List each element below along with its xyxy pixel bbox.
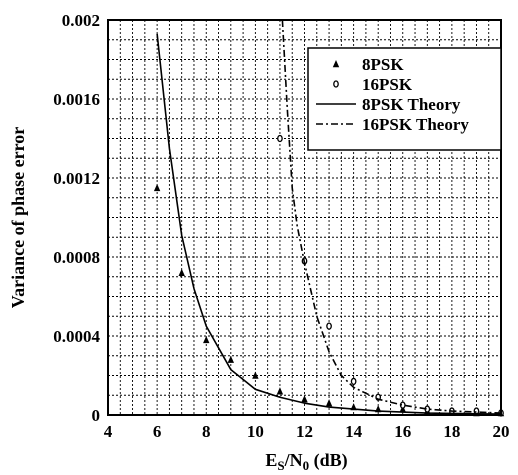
16psk-point <box>277 134 283 143</box>
8psk-theory-curve <box>156 33 502 415</box>
x-tick-label: 12 <box>296 422 313 441</box>
8psk-point <box>276 387 284 395</box>
8psk-point <box>178 268 185 276</box>
8psk-point <box>153 183 161 192</box>
x-tick-label: 20 <box>493 422 510 441</box>
16psk-point <box>350 377 357 386</box>
legend-swatch <box>333 80 339 88</box>
x-tick-label: 16 <box>394 422 411 441</box>
x-axis-label-main: E <box>265 450 277 470</box>
legend-box <box>307 47 502 151</box>
x-axis-label: ES/N0 (dB) <box>265 450 347 473</box>
8psk-point <box>325 399 333 407</box>
legend-item-8psk: 8PSK <box>332 55 404 74</box>
x-axis-label-sub2: 0 <box>303 458 310 473</box>
16psk-point <box>326 322 332 330</box>
legend-item-16psk-theory: 16PSK Theory <box>316 115 469 134</box>
series-layer <box>153 19 505 417</box>
16psk-theory-curve <box>281 19 502 414</box>
legend-item-8psk-theory: 8PSK Theory <box>316 95 461 114</box>
8psk-theory-series <box>156 33 502 415</box>
legend-item-16psk: 16PSK <box>333 75 413 94</box>
y-tick-label: 0.0016 <box>53 90 100 109</box>
legend-label: 8PSK <box>362 55 404 74</box>
plot-frame <box>107 19 502 416</box>
legend-label: 8PSK Theory <box>362 95 461 114</box>
y-tick-label: 0.0008 <box>53 248 100 267</box>
y-tick-label: 0.002 <box>62 11 100 30</box>
legend-label: 16PSK Theory <box>362 115 469 134</box>
legend-swatch <box>332 60 340 68</box>
x-tick-label: 8 <box>202 422 211 441</box>
8psk-point <box>252 371 259 379</box>
legend-label: 16PSK <box>362 75 413 94</box>
grid <box>108 20 501 415</box>
tick-labels: 4 6 8 10 12 14 16 18 20 0 0.0004 0.0008 0.0012 0.0016… <box>53 11 509 441</box>
y-tick-label: 0 <box>92 406 101 425</box>
x-axis-label-mid: /N <box>284 450 303 470</box>
y-tick-label: 0.0004 <box>53 327 100 346</box>
8psk-point <box>203 335 210 344</box>
x-tick-label: 4 <box>104 422 113 441</box>
x-axis-label-tail: (dB) <box>309 450 348 471</box>
8psk-point <box>227 355 235 363</box>
x-tick-label: 6 <box>153 422 162 441</box>
x-tick-label: 14 <box>345 422 363 441</box>
y-axis-label: Variance of phase error <box>8 127 28 308</box>
16psk-theory-series <box>281 19 502 414</box>
8psk-point <box>301 395 308 403</box>
x-tick-label: 10 <box>247 422 264 441</box>
x-axis-label-sub1: S <box>277 458 284 473</box>
y-tick-label: 0.0012 <box>53 169 100 188</box>
x-tick-label: 18 <box>443 422 460 441</box>
